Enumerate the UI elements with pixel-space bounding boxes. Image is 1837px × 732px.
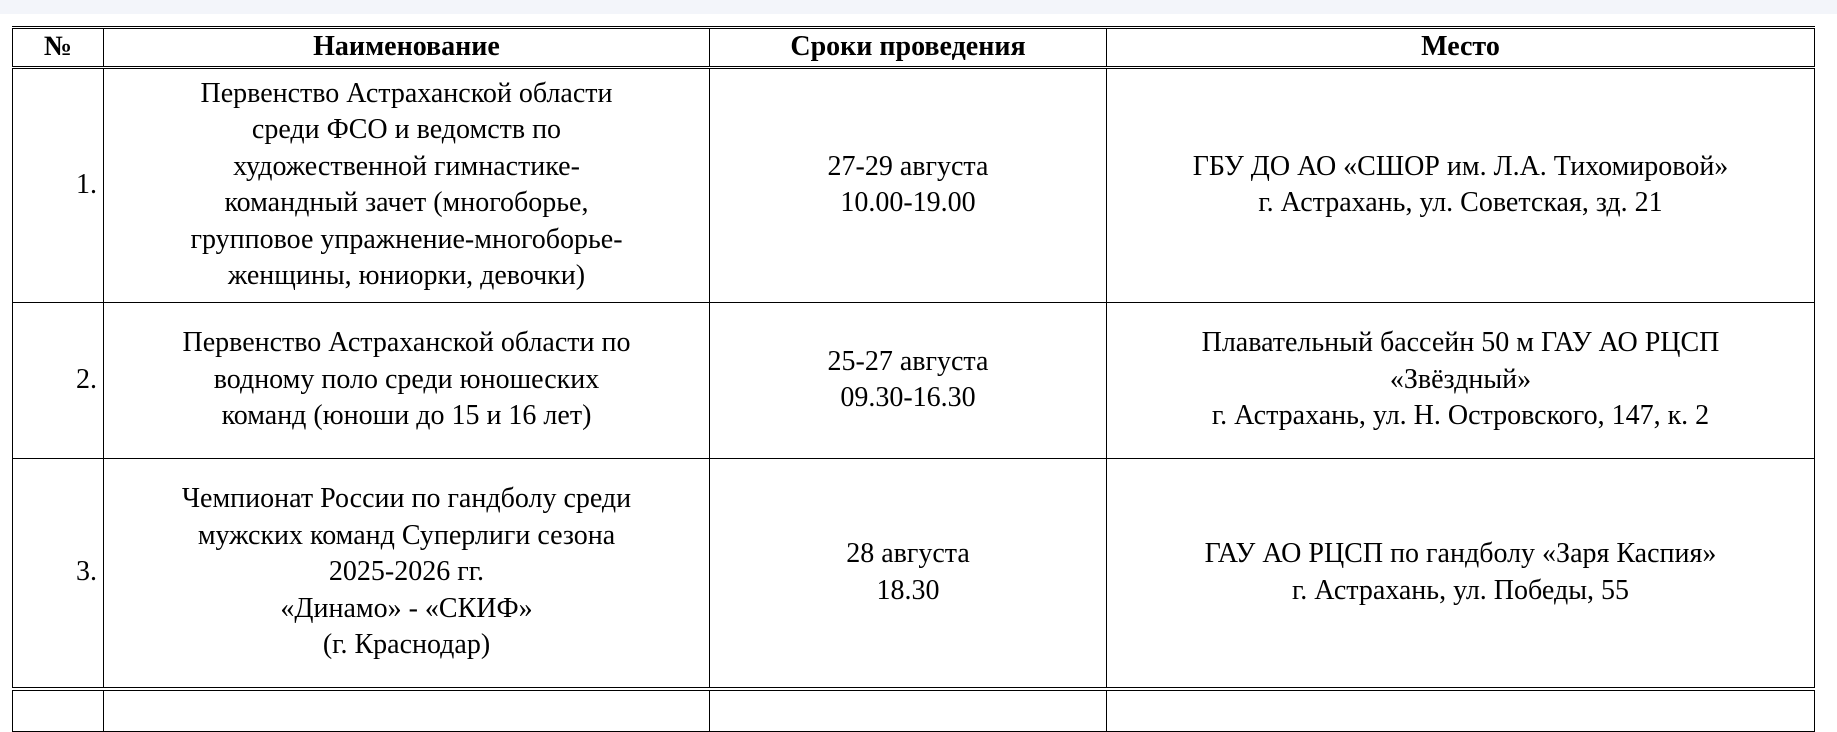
text-line: команд (юноши до 15 и 16 лет) xyxy=(221,400,592,432)
event-place: ГБУ ДО АО «СШОР им. Л.А. Тихомировой» г.… xyxy=(1106,66,1815,303)
row-number: 3. xyxy=(12,457,104,689)
text-line: г. Астрахань, ул. Советская, зд. 21 xyxy=(1258,187,1663,218)
empty-cell xyxy=(12,686,104,732)
text-line: Первенство Астраханской области xyxy=(200,77,613,109)
event-place: Плавательный бассейн 50 м ГАУ АО РЦСП «З… xyxy=(1106,301,1815,459)
text-line: художественной гимнастике- xyxy=(233,150,580,182)
empty-cell xyxy=(1106,686,1815,732)
text-line: Чемпионат России по гандболу среди xyxy=(181,483,632,515)
text-line: (г. Краснодар) xyxy=(322,629,491,661)
table-header-row: № Наименование Сроки проведения Место xyxy=(12,26,1815,69)
header-name: Наименование xyxy=(103,26,710,69)
text-line: Плавательный бассейн 50 м ГАУ АО РЦСП xyxy=(1201,327,1720,359)
text-line: женщины, юниорки, девочки) xyxy=(227,260,586,291)
event-dates: 28 августа 18.30 xyxy=(709,457,1107,689)
text-line: ГАУ АО РЦСП по гандболу «Заря Каспия» xyxy=(1204,538,1717,569)
text-line: среди ФСО и ведомств по xyxy=(251,114,562,145)
header-number: № xyxy=(12,26,104,69)
table-row-partial xyxy=(12,686,1815,732)
text-line: 25-27 августа xyxy=(827,345,989,377)
empty-cell xyxy=(103,686,710,732)
text-line: 2025-2026 гг. xyxy=(328,556,485,588)
empty-cell xyxy=(709,686,1107,732)
header-place: Место xyxy=(1106,26,1815,69)
event-dates: 25-27 августа 09.30-16.30 xyxy=(709,301,1107,459)
text-line: ГБУ ДО АО «СШОР им. Л.А. Тихомировой» xyxy=(1192,150,1729,182)
text-line: 09.30-16.30 xyxy=(840,382,976,413)
events-table: № Наименование Сроки проведения Место 1.… xyxy=(12,26,1815,732)
text-line: 28 августа xyxy=(846,538,970,569)
text-line: водному поло среди юношеских xyxy=(213,363,600,395)
text-line: 18.30 xyxy=(876,574,940,606)
text-line: групповое упражнение-многоборье- xyxy=(190,223,623,255)
row-number: 1. xyxy=(12,66,104,303)
text-line: 27-29 августа xyxy=(827,150,989,182)
header-dates: Сроки проведения xyxy=(709,26,1107,69)
text-line: г. Астрахань, ул. Победы, 55 xyxy=(1291,574,1630,606)
event-place: ГАУ АО РЦСП по гандболу «Заря Каспия» г.… xyxy=(1106,457,1815,689)
table-row: 1. Первенство Астраханской области среди… xyxy=(12,66,1815,303)
table-row: 2. Первенство Астраханской области по во… xyxy=(12,301,1815,459)
event-name: Чемпионат России по гандболу среди мужск… xyxy=(103,457,710,689)
text-line: командный зачет (многоборье, xyxy=(224,187,589,218)
row-number: 2. xyxy=(12,301,104,459)
event-dates: 27-29 августа 10.00-19.00 xyxy=(709,66,1107,303)
event-name: Первенство Астраханской области среди ФС… xyxy=(103,66,710,303)
page-top-band xyxy=(0,0,1837,14)
text-line: г. Астрахань, ул. Н. Островского, 147, к… xyxy=(1211,400,1710,432)
text-line: мужских команд Суперлиги сезона xyxy=(197,519,616,551)
text-line: Первенство Астраханской области по xyxy=(182,327,631,359)
text-line: «Звёздный» xyxy=(1389,363,1532,395)
event-name: Первенство Астраханской области по водно… xyxy=(103,301,710,459)
text-line: 10.00-19.00 xyxy=(840,187,976,218)
text-line: «Динамо» - «СКИФ» xyxy=(280,592,533,624)
table-row: 3. Чемпионат России по гандболу среди му… xyxy=(12,457,1815,689)
